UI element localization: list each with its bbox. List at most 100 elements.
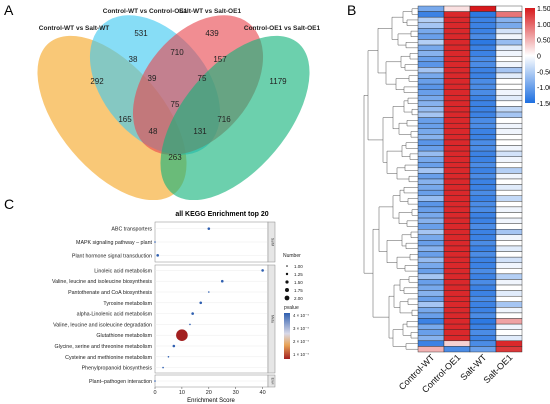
heatmap-cell: [443, 67, 471, 74]
heatmap-cell: [469, 72, 497, 79]
heatmap-cell: [469, 100, 497, 107]
heatmap-colorbar-tick: 0: [537, 54, 541, 61]
heatmap-cell: [417, 100, 445, 107]
heatmap-cell: [417, 145, 445, 152]
heatmap-cell: [443, 39, 471, 46]
kegg-size-legend-title: Number: [283, 253, 301, 259]
kegg-dot: [172, 344, 176, 348]
kegg-term-label: Glutathione metabolism: [96, 333, 152, 339]
heatmap-cell: [495, 284, 523, 291]
kegg-color-tick: 3 × 10⁻⁷: [293, 326, 309, 331]
heatmap-cell: [495, 134, 523, 141]
heatmap-colorbar-tick: 0.50: [537, 38, 550, 45]
heatmap-cell: [469, 223, 497, 230]
kegg-color-tick: 4 × 10⁻⁷: [293, 313, 309, 318]
heatmap-cell: [495, 184, 523, 191]
kegg-term-label: Linoleic acid metabolism: [94, 268, 152, 274]
heatmap-cell: [443, 72, 471, 79]
heatmap-cell: [443, 122, 471, 129]
heatmap-cell: [443, 201, 471, 208]
panel-letter-c: C: [4, 196, 15, 212]
kegg-dot: [261, 269, 264, 272]
heatmap-cell: [417, 346, 445, 353]
heatmap-cell: [417, 33, 445, 40]
kegg-strip-label: Envi: [271, 378, 275, 385]
venn-region-count: 39: [148, 74, 157, 83]
heatmap-cell: [443, 111, 471, 118]
heatmap-cell: [417, 323, 445, 330]
heatmap-cell: [417, 201, 445, 208]
heatmap-cell: [417, 184, 445, 191]
heatmap-cell: [417, 44, 445, 51]
kegg-size-legend-value: 2.00: [294, 296, 303, 301]
venn-region-count: 263: [168, 153, 182, 162]
heatmap-cell: [443, 156, 471, 163]
heatmap-cell: [495, 223, 523, 230]
heatmap-cell: [495, 229, 523, 236]
heatmap-cell: [469, 329, 497, 336]
kegg-dot: [154, 241, 156, 243]
kegg-dot: [154, 380, 156, 382]
heatmap-cell: [469, 262, 497, 269]
heatmap-cell: [417, 139, 445, 146]
heatmap-cell: [469, 301, 497, 308]
heatmap-cell: [495, 295, 523, 302]
heatmap-cell: [417, 156, 445, 163]
heatmap-cell: [443, 178, 471, 185]
kegg-term-label: MAPK signaling pathway – plant: [76, 240, 152, 246]
heatmap-cell: [417, 217, 445, 224]
kegg-strip: [267, 221, 276, 263]
heatmap-cell: [469, 122, 497, 129]
heatmap-cell: [469, 245, 497, 252]
heatmap-cell: [495, 329, 523, 336]
heatmap-cell: [443, 312, 471, 319]
heatmap-cell: [469, 78, 497, 85]
kegg-dot: [176, 329, 188, 341]
heatmap-cell: [469, 95, 497, 102]
kegg-x-axis-label: Enrichment Score: [187, 398, 235, 404]
heatmap-cell: [495, 201, 523, 208]
heatmap-cell: [443, 212, 471, 219]
kegg-size-legend-value: 1.50: [294, 280, 303, 285]
heatmap-cell: [443, 5, 471, 12]
heatmap-cell: [495, 262, 523, 269]
heatmap-cell: [469, 106, 497, 113]
venn-set-label: Control-OE1 vs Salt-OE1: [244, 25, 321, 32]
heatmap-cell: [443, 335, 471, 342]
kegg-term-label: Plant–pathogen interaction: [89, 379, 152, 385]
heatmap-cell: [495, 56, 523, 63]
heatmap-cell: [469, 240, 497, 247]
heatmap-cell: [443, 150, 471, 157]
heatmap-cell: [443, 290, 471, 297]
heatmap-cell: [495, 307, 523, 314]
venn-region-count: 716: [217, 115, 231, 124]
kegg-dot: [199, 301, 203, 305]
heatmap-cell: [469, 22, 497, 29]
venn-region-count: 292: [90, 77, 104, 86]
heatmap-cell: [417, 128, 445, 135]
heatmap-cell: [469, 195, 497, 202]
heatmap-cell: [417, 234, 445, 241]
heatmap-cell: [495, 206, 523, 213]
heatmap-cell: [417, 268, 445, 275]
kegg-strip-label: Meta: [271, 315, 275, 323]
heatmap-cell: [443, 134, 471, 141]
heatmap-cell: [443, 284, 471, 291]
heatmap-cell: [417, 312, 445, 319]
heatmap-cell: [417, 256, 445, 263]
heatmap-cell: [469, 251, 497, 258]
kegg-x-tick-label: 0: [153, 390, 156, 396]
heatmap-cell: [443, 256, 471, 263]
heatmap-cell: [495, 5, 523, 12]
heatmap-cell: [495, 251, 523, 258]
heatmap-cell: [495, 150, 523, 157]
heatmap-cell: [417, 150, 445, 157]
heatmap-cell: [417, 22, 445, 29]
heatmap-cell: [417, 212, 445, 219]
heatmap-cell: [443, 139, 471, 146]
venn-region-count: 131: [193, 127, 207, 136]
heatmap-cell: [495, 67, 523, 74]
heatmap-cell: [495, 240, 523, 247]
kegg-size-legend-dot: [284, 295, 290, 301]
venn-region-count: 439: [205, 29, 219, 38]
